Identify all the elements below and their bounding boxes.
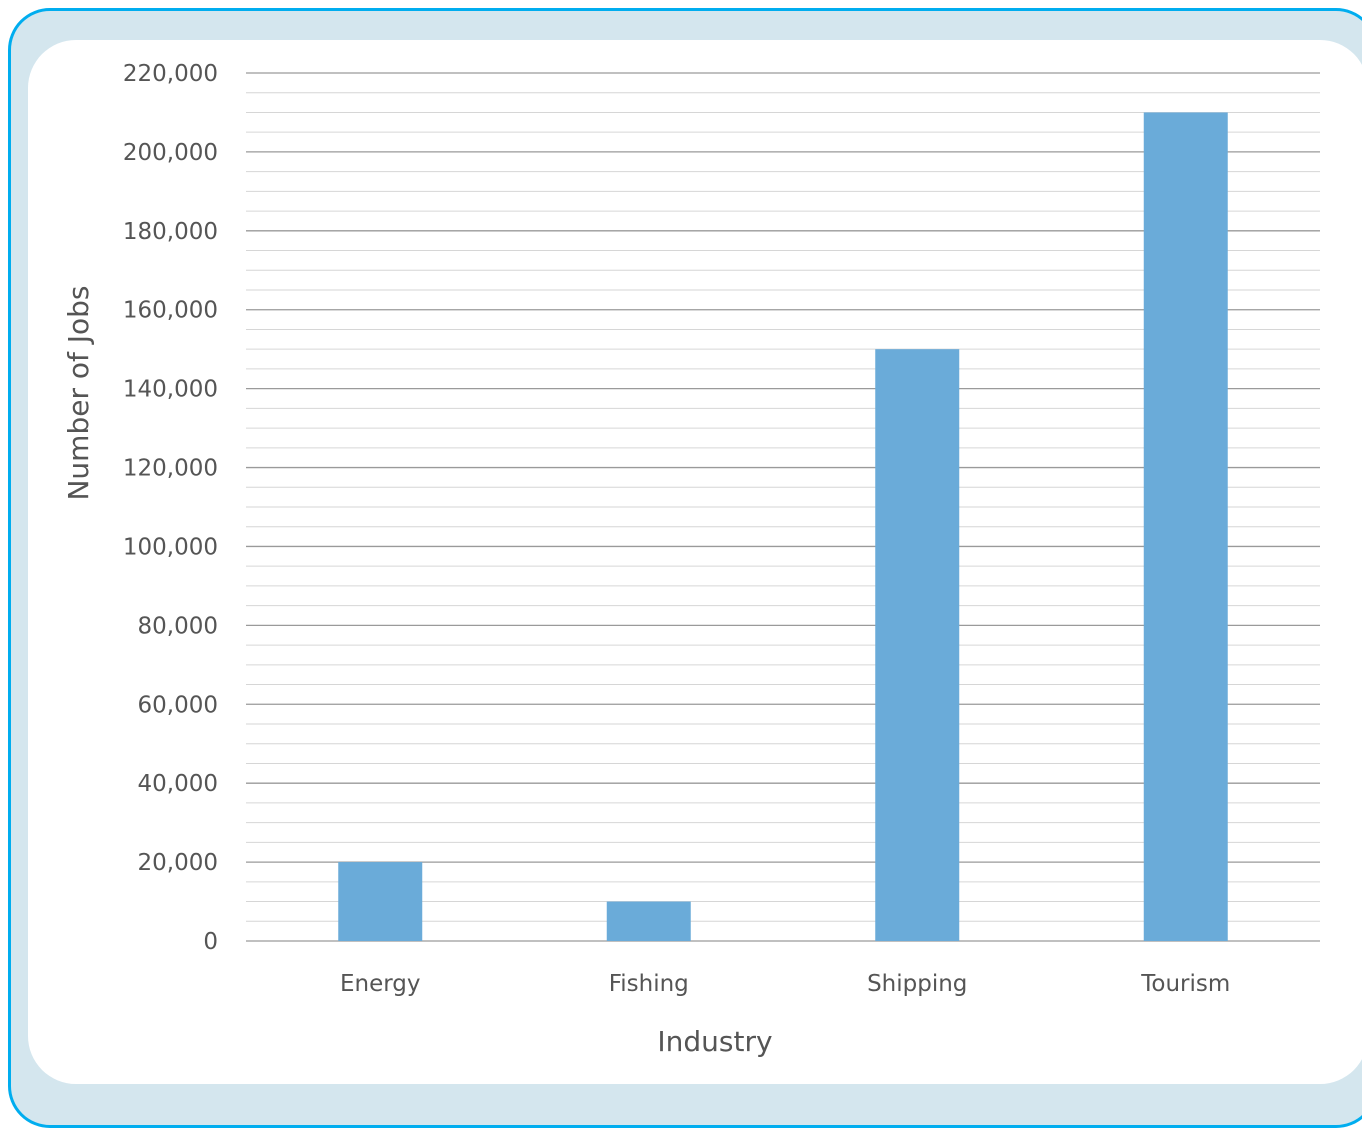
y-tick-label: 140,000 [123,377,218,403]
x-axis-title: Industry [657,1025,772,1058]
y-tick-labels: 0 20,000 40,000 60,000 80,000 100,000 120,000 1… [123,61,218,955]
bar-chart: 0 20,000 40,000 60,000 80,000 100,000 120,000 1… [62,61,1320,1058]
y-tick-label: 60,000 [138,692,218,718]
y-tick-label: 0 [203,929,218,955]
x-tick-label: Shipping [867,971,967,997]
y-axis-title: Number of Jobs [62,285,95,500]
y-tick-label: 80,000 [138,613,218,639]
bar-fishing [606,901,691,941]
y-tick-label: 180,000 [123,219,218,245]
y-tick-label: 40,000 [138,771,218,797]
y-tick-label: 220,000 [123,61,218,87]
y-tick-label: 160,000 [123,298,218,324]
bar-shipping [875,349,960,941]
bars [338,112,1228,942]
y-tick-label: 20,000 [138,850,218,876]
x-tick-label: Fishing [609,971,689,997]
x-tick-labels: Energy Fishing Shipping Tourism [340,971,1230,997]
gridlines [246,72,1320,942]
y-tick-label: 100,000 [123,534,218,560]
y-tick-label: 120,000 [123,456,218,482]
bar-energy [338,862,423,941]
y-tick-label: 200,000 [123,140,218,166]
bar-tourism [1143,112,1228,942]
x-tick-label: Tourism [1140,971,1230,997]
chart-frame-background [28,40,1362,1084]
x-tick-label: Energy [340,971,421,997]
